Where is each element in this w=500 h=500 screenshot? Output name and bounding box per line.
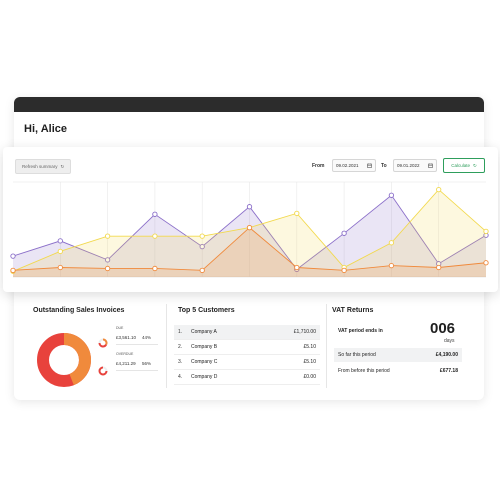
vat-period-label: VAT period ends in bbox=[338, 328, 383, 334]
series-point-0 bbox=[152, 211, 158, 217]
customer-amount: £5.10 bbox=[303, 344, 316, 350]
greeting-heading: Hi, Alice bbox=[24, 123, 67, 135]
series-point-2 bbox=[104, 265, 111, 272]
invoices-donut-chart bbox=[37, 333, 91, 387]
series-point-0 bbox=[246, 204, 253, 210]
customer-name: Company D bbox=[191, 374, 218, 380]
customer-name: Company A bbox=[191, 329, 217, 335]
refresh-icon: ↻ bbox=[472, 162, 477, 168]
series-point-1 bbox=[57, 248, 63, 255]
series-point-2 bbox=[10, 267, 16, 274]
series-point-2 bbox=[483, 260, 489, 266]
customer-name: Company C bbox=[191, 359, 218, 365]
series-point-1 bbox=[104, 233, 111, 239]
vat-row: From before this period £677.18 bbox=[334, 364, 462, 378]
series-point-0 bbox=[10, 253, 16, 259]
panel-divider bbox=[326, 304, 327, 388]
customer-amount: £5.10 bbox=[303, 359, 316, 365]
to-date-input[interactable]: 09.01.2022 bbox=[393, 159, 437, 172]
series-point-2 bbox=[199, 267, 205, 274]
series-point-0 bbox=[104, 257, 111, 263]
summary-area-chart bbox=[10, 181, 489, 278]
series-point-2 bbox=[341, 267, 347, 274]
vat-title: VAT Returns bbox=[332, 307, 374, 314]
refresh-summary-button[interactable]: Refresh summary ↻ bbox=[15, 159, 72, 174]
to-date-value: 09.01.2022 bbox=[397, 163, 420, 168]
customer-row[interactable]: 4. Company D £0.00 bbox=[174, 370, 320, 385]
series-point-2 bbox=[294, 264, 300, 271]
divider bbox=[116, 370, 158, 371]
overdue-amount: £4,211.29 bbox=[116, 361, 136, 366]
overdue-mini-ring-icon bbox=[98, 366, 108, 376]
series-point-0 bbox=[57, 238, 63, 244]
customer-rank: 4. bbox=[178, 374, 183, 380]
series-area-0 bbox=[13, 195, 486, 277]
series-point-0 bbox=[199, 243, 205, 250]
series-point-2 bbox=[57, 264, 63, 271]
series-point-1 bbox=[294, 210, 300, 217]
calculate-button[interactable]: Calculate ↻ bbox=[443, 158, 485, 173]
customer-rank: 1. bbox=[178, 329, 183, 335]
series-point-0 bbox=[388, 192, 395, 198]
to-label: To bbox=[381, 163, 387, 169]
customer-amount: £1,710.00 bbox=[293, 329, 316, 335]
series-point-2 bbox=[388, 262, 395, 269]
from-date-value: 09.02.2021 bbox=[336, 163, 359, 168]
series-point-1 bbox=[388, 240, 395, 246]
due-amount: £3,561.10 bbox=[116, 335, 137, 340]
customer-row[interactable]: 3. Company C £5.10 bbox=[174, 355, 320, 370]
due-percent: 44% bbox=[142, 335, 152, 340]
vat-days-unit: days bbox=[444, 338, 455, 344]
refresh-icon: ↻ bbox=[60, 163, 65, 169]
series-area-2 bbox=[13, 227, 486, 277]
from-label: From bbox=[312, 163, 325, 169]
vat-row-label: So far this period bbox=[338, 352, 376, 358]
vat-days-number: 006 bbox=[430, 320, 456, 337]
calendar-icon bbox=[367, 163, 372, 168]
panel-divider bbox=[166, 304, 167, 388]
customer-rank: 3. bbox=[178, 359, 183, 365]
series-point-1 bbox=[152, 233, 158, 239]
vat-row-amount: £4,190.00 bbox=[435, 352, 458, 358]
series-point-1 bbox=[436, 186, 442, 193]
series-point-2 bbox=[436, 264, 442, 271]
due-donut-segment bbox=[37, 333, 91, 387]
series-point-1 bbox=[199, 233, 205, 239]
customers-title: Top 5 Customers bbox=[178, 307, 235, 314]
invoices-title: Outstanding Sales Invoices bbox=[33, 307, 125, 314]
from-date-input[interactable]: 09.02.2021 bbox=[332, 159, 376, 172]
divider bbox=[116, 344, 158, 345]
overdue-percent: 56% bbox=[142, 361, 152, 366]
series-point-2 bbox=[246, 224, 253, 231]
vat-row-label: From before this period bbox=[338, 368, 390, 374]
calculate-label: Calculate bbox=[451, 163, 470, 168]
summary-chart-card: Refresh summary ↻ From 09.02.2021 To 09.… bbox=[3, 147, 498, 292]
window-titlebar bbox=[14, 97, 484, 112]
customer-name: Company B bbox=[191, 344, 218, 350]
series-point-0 bbox=[341, 230, 347, 236]
series-point-2 bbox=[152, 265, 158, 272]
customer-rank: 2. bbox=[178, 344, 183, 350]
overdue-label: OVERDUE bbox=[116, 352, 134, 356]
due-mini-ring-icon bbox=[98, 338, 108, 348]
customer-row[interactable]: 2. Company B £5.10 bbox=[174, 340, 320, 355]
refresh-summary-label: Refresh summary bbox=[22, 164, 58, 169]
customer-row[interactable]: 1. Company A £1,710.00 bbox=[174, 325, 320, 340]
vat-row-amount: £677.18 bbox=[439, 368, 458, 374]
vat-row: So far this period £4,190.00 bbox=[334, 348, 462, 362]
calendar-icon bbox=[428, 163, 433, 168]
due-label: DUE bbox=[116, 326, 124, 330]
series-point-1 bbox=[483, 228, 489, 235]
customer-amount: £0.00 bbox=[303, 374, 316, 380]
